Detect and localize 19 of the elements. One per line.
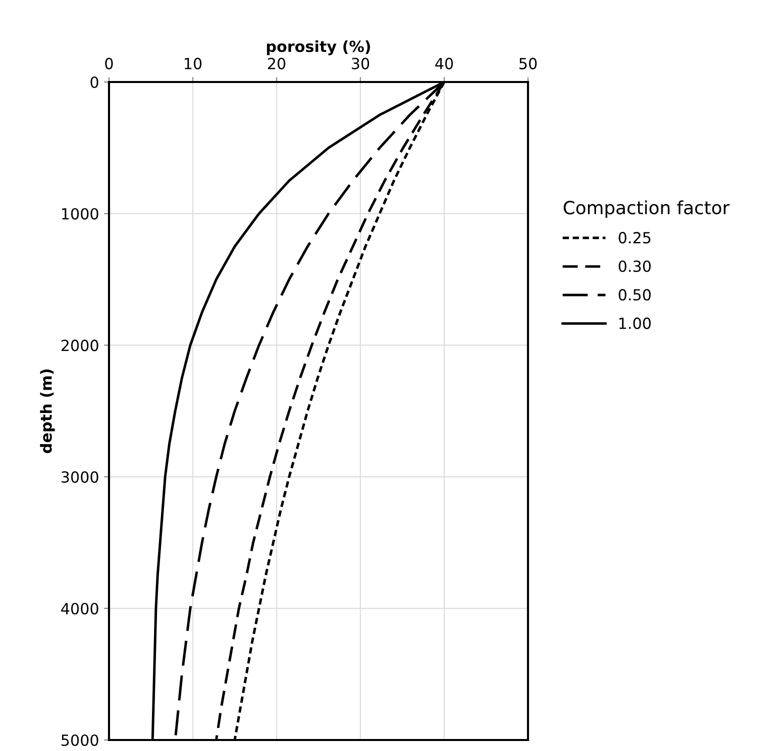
x-axis-title: porosity (%) <box>266 40 370 56</box>
legend-label: 0.30 <box>618 260 651 272</box>
legend-label: 0.25 <box>618 232 650 244</box>
legend-label: 0.50 <box>618 288 651 301</box>
y-tick-label: 3000 <box>62 471 98 483</box>
y-tick-label: 4000 <box>61 602 98 614</box>
x-tick-label: 30 <box>352 58 370 70</box>
y-axis-title: depth (m) <box>40 370 55 454</box>
x-tick-label: 50 <box>519 58 537 70</box>
x-tick-label: 0 <box>105 58 113 70</box>
legend-title: Compaction factor <box>564 200 730 218</box>
x-tick-label: 10 <box>184 58 202 70</box>
x-tick-label: 40 <box>435 58 453 70</box>
y-tick-label: 1000 <box>62 208 98 220</box>
legend-label: 1.00 <box>619 318 651 330</box>
y-tick-label: 2000 <box>62 340 98 352</box>
y-tick-label: 0 <box>90 76 98 88</box>
x-tick-label: 20 <box>268 58 286 70</box>
y-tick-label: 5000 <box>62 734 98 746</box>
